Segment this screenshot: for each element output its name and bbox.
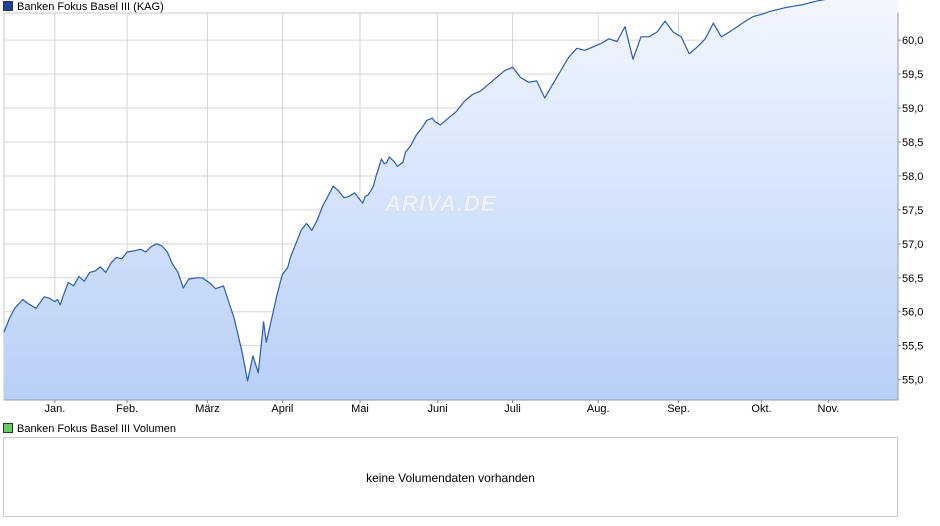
- y-tick-label-6: 58,0: [902, 171, 923, 183]
- x-tick-label-3: April: [271, 403, 293, 415]
- y-tick-label-0: 55,0: [902, 375, 923, 387]
- x-tick-label-7: Aug.: [587, 403, 610, 415]
- x-tick-label-4: Mai: [351, 403, 369, 415]
- y-tick-label-3: 56,5: [902, 273, 923, 285]
- y-tick-label-1: 55,5: [902, 341, 923, 353]
- y-tick-label-10: 60,0: [902, 35, 923, 47]
- x-tick-label-1: Feb.: [116, 403, 138, 415]
- y-tick-label-4: 57,0: [902, 239, 923, 251]
- volume-legend-swatch: [3, 423, 13, 433]
- price-series-line: [3, 0, 826, 382]
- watermark-logo: ARIVA.DE: [385, 191, 497, 216]
- volume-empty-message: keine Volumendaten vorhanden: [366, 471, 535, 485]
- volume-panel: keine Volumendaten vorhanden: [3, 437, 898, 517]
- x-tick-label-0: Jan.: [44, 403, 65, 415]
- price-legend-label: Banken Fokus Basel III (KAG): [17, 1, 164, 13]
- y-tick-label-7: 58,5: [902, 137, 923, 149]
- y-tick-label-5: 57,5: [902, 205, 923, 217]
- y-tick-label-8: 59,0: [902, 103, 923, 115]
- volume-legend-label: Banken Fokus Basel III Volumen: [17, 423, 176, 435]
- x-tick-label-10: Nov.: [818, 403, 840, 415]
- x-tick-label-8: Sep.: [667, 403, 690, 415]
- y-tick-label-9: 59,5: [902, 69, 923, 81]
- price-legend-swatch: [3, 1, 13, 11]
- price-chart: 55,0 55,5 56,0 56,5 57,0 57,5 58,0 58,5 59,0 59,5…: [3, 0, 923, 415]
- price-legend: Banken Fokus Basel III (KAG): [3, 1, 164, 13]
- x-tick-label-5: Juni: [428, 403, 448, 415]
- x-tick-label-6: Juli: [504, 403, 521, 415]
- volume-legend: Banken Fokus Basel III Volumen: [3, 423, 176, 435]
- x-tick-label-2: März: [195, 403, 219, 415]
- y-tick-label-2: 56,0: [902, 307, 923, 319]
- x-tick-label-9: Okt.: [751, 403, 771, 415]
